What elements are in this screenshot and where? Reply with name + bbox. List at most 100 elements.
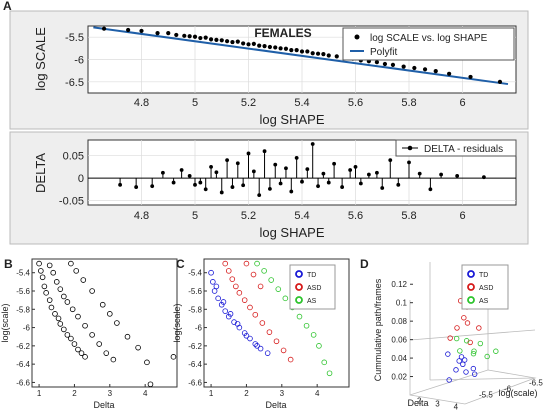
data-point <box>229 276 236 282</box>
data-point <box>243 260 250 267</box>
data-point <box>46 262 53 269</box>
residual-point <box>366 172 371 177</box>
y-tick-label: -6.2 <box>16 342 30 351</box>
data-point <box>261 268 267 274</box>
data-point <box>170 354 177 360</box>
data-point <box>110 356 117 363</box>
data-point <box>208 37 214 42</box>
residual-point <box>482 175 486 180</box>
data-point <box>457 348 463 354</box>
residual-point <box>396 182 401 187</box>
x-axis-label: log SHAPE <box>259 225 324 240</box>
legend-label-asd: ASD <box>307 285 321 292</box>
data-point <box>187 34 192 39</box>
residual-point <box>332 161 336 166</box>
data-point <box>471 371 478 377</box>
data-point <box>75 346 81 353</box>
x-axis-label: Delta <box>93 400 114 410</box>
x-tick-label: 4 <box>143 389 148 398</box>
data-point <box>412 65 417 71</box>
residual-point <box>214 170 219 175</box>
data-point <box>124 333 131 340</box>
data-point <box>446 377 452 383</box>
residual-point <box>203 187 208 192</box>
data-point <box>282 295 289 302</box>
y-tick-label: -6 <box>504 385 512 394</box>
x-tick-label: 5.2 <box>241 210 256 222</box>
residual-point <box>455 173 460 178</box>
data-point <box>211 288 218 294</box>
data-point <box>243 332 250 339</box>
x-tick-label: 2 <box>72 389 77 398</box>
data-point <box>96 341 102 347</box>
data-point <box>68 260 74 267</box>
residual-point <box>380 186 385 190</box>
data-point <box>233 283 239 290</box>
polyfit-line <box>93 26 509 86</box>
data-point <box>476 325 482 331</box>
y-tick-label: -6 <box>74 55 84 67</box>
legend: TD ASD AS <box>461 264 509 310</box>
data-point <box>61 293 67 300</box>
data-point <box>310 51 315 56</box>
legend-label-points: log SCALE vs. log SHAPE <box>370 33 488 44</box>
residual-point <box>284 166 288 171</box>
data-point <box>57 321 64 327</box>
x-tick-label: 5 <box>192 97 198 109</box>
data-point <box>46 297 53 303</box>
legend-marker-asd <box>295 283 303 291</box>
residual-point <box>219 190 224 195</box>
y-axis-label: log(scale) <box>172 303 182 342</box>
data-point <box>236 290 243 296</box>
data-point <box>166 31 171 36</box>
data-point <box>103 350 110 356</box>
data-point <box>463 338 470 344</box>
data-point <box>203 35 208 40</box>
data-point <box>155 31 160 36</box>
x-tick-label: 5.8 <box>401 97 416 109</box>
legend-label-td: TD <box>479 272 488 279</box>
x-tick-label: 4.8 <box>134 97 149 109</box>
legend: DELTA - residuals <box>395 139 517 157</box>
data-point <box>250 271 257 278</box>
data-point <box>139 28 144 34</box>
y-tick-label: -6.5 <box>65 77 84 89</box>
data-point <box>468 74 473 80</box>
residual-point <box>187 173 192 178</box>
legend-label-td: TD <box>307 272 316 279</box>
legend-marker-residuals <box>407 145 413 151</box>
data-point <box>114 320 120 326</box>
legend-label-as: AS <box>307 298 317 305</box>
data-point <box>401 64 406 69</box>
data-point <box>497 79 503 84</box>
x-tick-label: 3 <box>435 400 440 409</box>
data-point <box>227 311 234 317</box>
residual-point <box>310 142 315 146</box>
data-point <box>326 370 333 377</box>
x-tick-label: 5 <box>192 210 198 222</box>
data-point <box>80 277 87 283</box>
data-point <box>280 347 287 354</box>
data-point <box>126 27 131 33</box>
z-tick-label: 0.02 <box>391 373 407 382</box>
data-point <box>64 332 71 338</box>
data-point <box>458 354 465 360</box>
x-axis-label: Delta <box>407 398 428 408</box>
residual-point <box>134 185 139 189</box>
y-tick-label: -5.4 <box>188 269 202 278</box>
data-point <box>254 343 260 349</box>
data-point <box>61 326 67 333</box>
data-point <box>316 343 322 349</box>
data-point <box>278 46 283 51</box>
data-point <box>50 269 57 276</box>
data-point <box>225 39 230 44</box>
residual-point <box>388 158 393 163</box>
legend-marker-td <box>295 270 303 278</box>
data-point <box>315 51 321 56</box>
data-point <box>283 46 289 51</box>
z-tick-label: 0.04 <box>391 354 407 363</box>
residual-point <box>353 164 358 169</box>
